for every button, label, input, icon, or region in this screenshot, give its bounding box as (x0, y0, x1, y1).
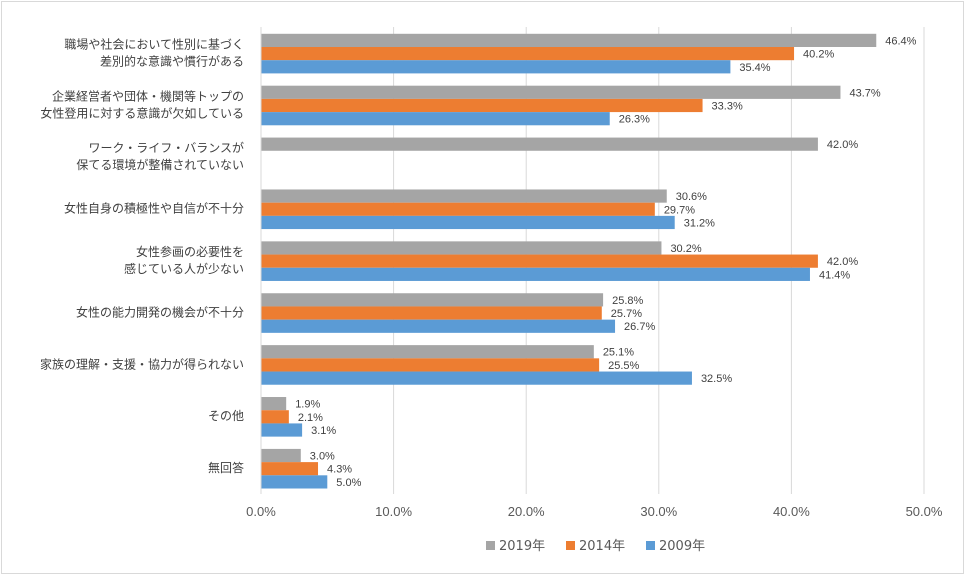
bar (261, 397, 287, 411)
data-label: 3.0% (310, 451, 335, 463)
category-label: 差別的な意識や慣行がある (100, 53, 244, 68)
data-label: 4.3% (327, 464, 352, 476)
bar (261, 112, 610, 126)
data-label: 31.2% (684, 217, 715, 229)
category-label: 女性の能力開発の機会が不十分 (76, 304, 244, 319)
bar (261, 358, 600, 372)
bar (261, 33, 877, 47)
data-label: 42.0% (827, 256, 858, 268)
bar (261, 410, 289, 424)
bar (261, 215, 675, 230)
category-label: 感じている人が少ない (124, 261, 244, 276)
bar (261, 47, 795, 61)
bar (261, 475, 328, 489)
x-tick-label: 0.0% (246, 504, 276, 519)
data-label: 25.5% (608, 360, 639, 372)
data-label: 30.2% (670, 243, 701, 255)
data-label: 3.1% (311, 425, 336, 437)
legend-label: 2019年 (499, 539, 545, 554)
bar (261, 462, 319, 476)
bar (261, 137, 818, 151)
category-label: 女性参画の必要性を (136, 244, 244, 259)
data-label: 46.4% (885, 35, 916, 47)
data-label: 26.3% (619, 114, 650, 126)
legend-swatch (566, 541, 575, 550)
data-label: 25.8% (612, 295, 643, 307)
bar (261, 60, 731, 74)
x-tick-label: 10.0% (375, 504, 412, 519)
x-tick-label: 50.0% (906, 504, 943, 519)
legend: 2019年 2014年 2009年 (486, 539, 705, 554)
bar (261, 98, 703, 113)
bar (261, 371, 692, 385)
legend-label: 2009年 (659, 539, 705, 554)
bar (261, 345, 594, 359)
data-label: 29.7% (664, 204, 695, 216)
data-label: 42.0% (827, 139, 858, 151)
category-label: その他 (208, 409, 244, 423)
bar (261, 202, 655, 216)
bar (261, 306, 602, 320)
bar (261, 293, 604, 307)
data-label: 5.0% (336, 477, 361, 489)
data-label: 33.3% (712, 100, 743, 112)
bar (261, 319, 616, 333)
x-tick-label: 40.0% (773, 504, 810, 519)
category-label: 企業経営者や団体・機関等トップの (52, 88, 244, 103)
legend-swatch (646, 541, 655, 550)
bar (261, 189, 667, 203)
data-label: 2.1% (298, 412, 323, 424)
bar (261, 448, 301, 463)
data-label: 32.5% (701, 373, 732, 385)
bar (261, 423, 303, 437)
data-label: 25.7% (611, 308, 642, 320)
category-label: 職場や社会において性別に基づく (64, 36, 244, 51)
category-label: 女性自身の積極性や自信が不十分 (64, 201, 244, 216)
data-label: 43.7% (849, 87, 880, 99)
legend-swatch (486, 541, 495, 550)
data-label: 25.1% (603, 347, 634, 359)
bar (261, 241, 662, 255)
data-label: 26.7% (624, 321, 655, 333)
bar (261, 254, 818, 268)
data-label: 41.4% (819, 269, 850, 281)
category-label: 家族の理解・支援・協力が得られない (40, 356, 244, 371)
x-tick-label: 20.0% (508, 504, 545, 519)
bar (261, 267, 810, 281)
category-label: 保てる環境が整備されていない (76, 157, 244, 172)
data-label: 1.9% (295, 399, 320, 411)
category-label: 女性登用に対する意識が欠如している (40, 105, 244, 120)
legend-label: 2014年 (579, 539, 625, 554)
category-label: 無回答 (208, 460, 244, 475)
data-label: 35.4% (739, 62, 770, 74)
category-label: ワーク・ライフ・バランスが (88, 140, 244, 155)
bar (261, 85, 841, 99)
x-tick-label: 30.0% (640, 504, 677, 519)
data-label: 40.2% (803, 49, 834, 61)
data-label: 30.6% (676, 191, 707, 203)
